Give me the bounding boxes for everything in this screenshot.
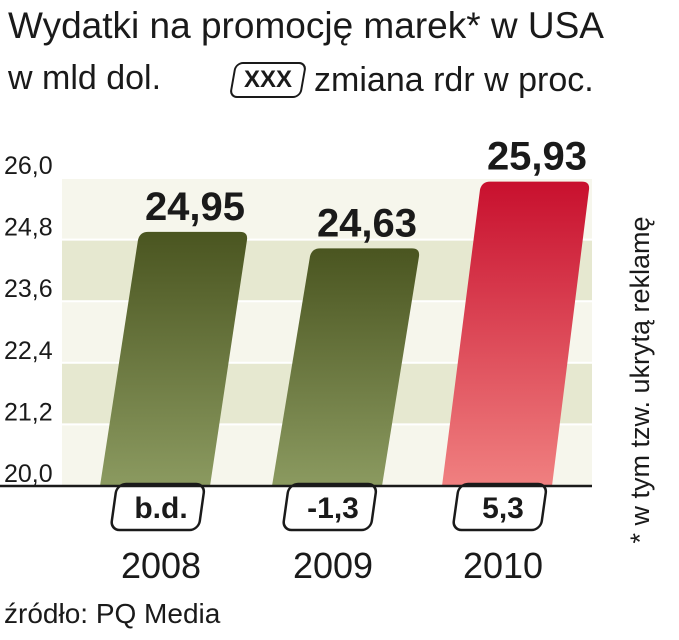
- y-tick-label: 21,2: [4, 398, 53, 426]
- x-tick-label-2009: 2009: [293, 545, 373, 586]
- y-tick-label: 22,4: [4, 337, 53, 365]
- legend: XXX zmiana rdr w proc.: [228, 60, 594, 100]
- legend-text: zmiana rdr w proc.: [314, 61, 594, 99]
- unit-label: w mld dol.: [8, 59, 162, 97]
- bar-2008: [100, 231, 248, 486]
- bar-2009: [272, 248, 420, 486]
- y-tick-label: 20,0: [4, 460, 53, 488]
- x-tick-label-2010: 2010: [463, 545, 543, 586]
- chart-title: Wydatki na promocję marek* w USA: [8, 5, 604, 46]
- value-label-2008: 24,95: [145, 185, 245, 229]
- change-label-2008: b.d.: [134, 492, 187, 525]
- value-label-2009: 24,63: [317, 201, 417, 245]
- x-tick-label-2008: 2008: [121, 545, 201, 586]
- change-label-2010: 5,3: [482, 492, 524, 525]
- y-tick-label: 26,0: [4, 152, 53, 180]
- y-tick-label: 23,6: [4, 275, 53, 303]
- footnote: * w tym tzw. ukrytą reklamę: [625, 216, 655, 544]
- source-note: źródło: PQ Media: [4, 598, 221, 629]
- change-box-2009: [282, 482, 378, 532]
- change-label-2009: -1,3: [307, 492, 359, 525]
- value-label-2010: 25,93: [487, 135, 587, 179]
- bar-2010: [442, 181, 590, 487]
- y-tick-label: 24,8: [4, 214, 53, 242]
- change-box-2010: [452, 482, 548, 532]
- change-box-2008: [110, 482, 206, 532]
